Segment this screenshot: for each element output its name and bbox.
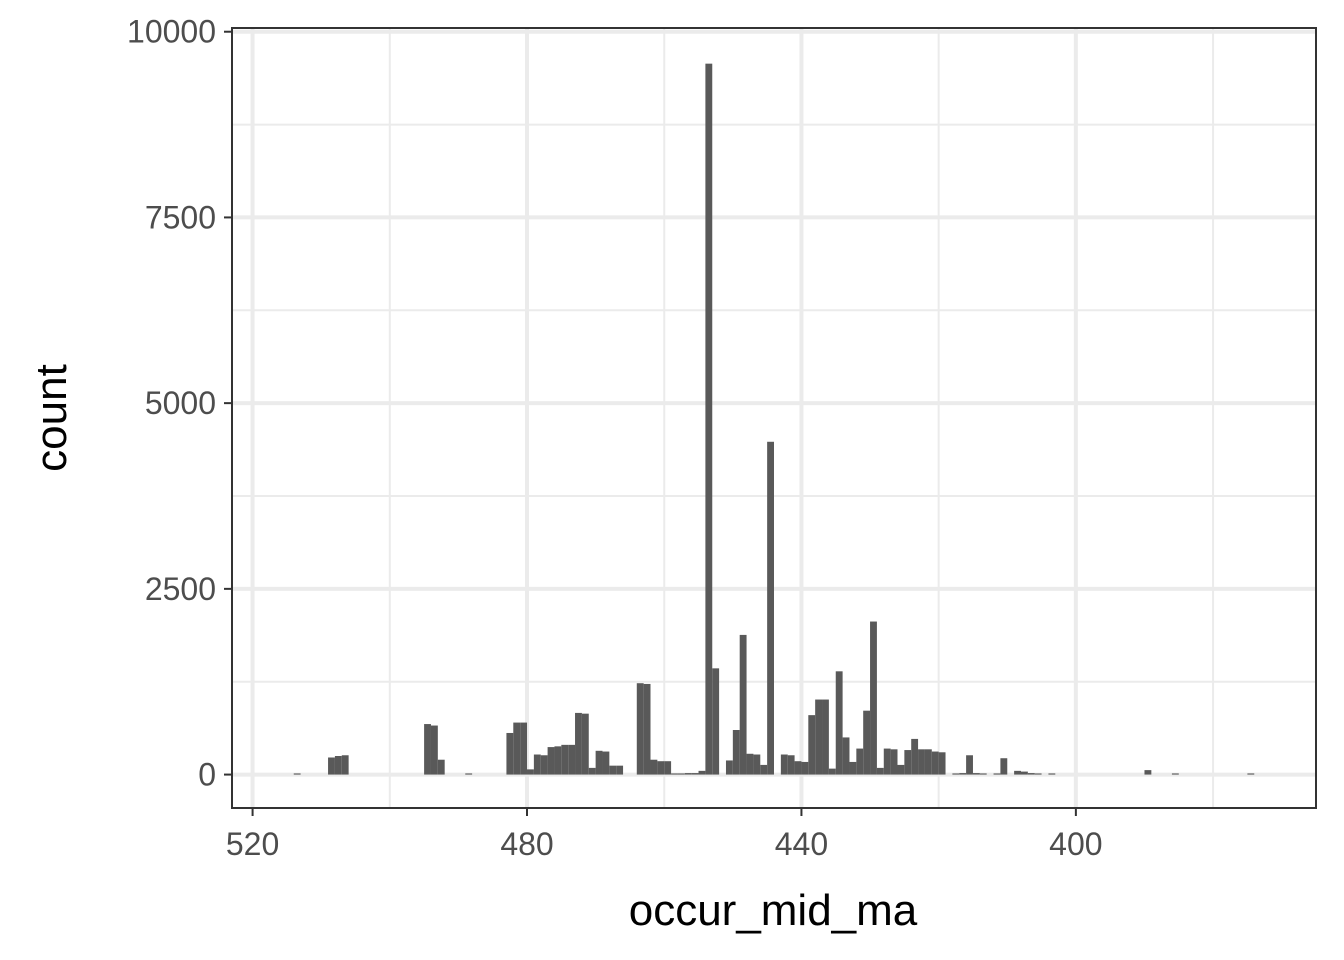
histogram-bar: [430, 725, 438, 775]
histogram-bar: [1171, 773, 1179, 775]
histogram-bar: [684, 773, 692, 775]
y-tick-label: 7500: [145, 199, 216, 235]
histogram-bar: [870, 621, 877, 775]
histogram-bar: [527, 769, 534, 775]
histogram-bar: [911, 738, 919, 775]
histogram-bar: [828, 768, 836, 775]
y-tick-label: 5000: [145, 385, 216, 421]
histogram-bar: [547, 747, 555, 775]
histogram-bar: [959, 773, 967, 775]
histogram-bar: [677, 773, 685, 775]
histogram-bar: [712, 668, 720, 775]
histogram-bar: [760, 764, 768, 775]
y-tick-label: 0: [198, 757, 216, 793]
x-tick-label: 520: [226, 826, 279, 862]
histogram-bar: [1000, 758, 1008, 775]
histogram-bar: [808, 715, 816, 775]
histogram-bar: [890, 749, 898, 775]
x-axis-title: occur_mid_ma: [629, 886, 918, 935]
histogram-bar: [671, 773, 678, 775]
histogram-bar: [856, 748, 864, 775]
histogram-bar: [293, 773, 301, 775]
histogram-bar: [328, 757, 335, 775]
histogram-bar: [664, 761, 672, 775]
histogram-bar: [822, 699, 829, 775]
histogram-bar: [554, 746, 562, 775]
histogram-bar: [636, 683, 644, 775]
histogram-bar: [952, 773, 960, 775]
histogram-bar: [780, 754, 788, 775]
histogram-bar: [1027, 773, 1035, 775]
histogram-bar: [972, 773, 980, 775]
histogram-bar: [835, 671, 843, 775]
histogram-bar: [533, 754, 541, 775]
histogram-bar: [993, 773, 1001, 775]
histogram-bar: [568, 744, 576, 775]
histogram-bar: [746, 753, 754, 775]
histogram-bar: [657, 761, 665, 775]
histogram-bar: [739, 634, 747, 775]
histogram-bar: [334, 756, 342, 775]
histogram-bar: [918, 749, 925, 775]
histogram-bar: [966, 755, 973, 775]
histogram-bar: [520, 722, 528, 775]
histogram-bar: [506, 732, 514, 775]
x-axis: 520 480 440 400: [226, 808, 1103, 862]
histogram-bar: [938, 752, 946, 775]
histogram-bar: [1048, 773, 1056, 775]
histogram-bar: [979, 773, 987, 775]
y-tick-label: 2500: [145, 571, 216, 607]
histogram-bar: [815, 699, 823, 775]
histogram-bar: [753, 754, 761, 775]
histogram-bar: [698, 770, 706, 775]
histogram-bar: [602, 751, 610, 775]
histogram-bar: [863, 710, 871, 775]
histogram-bar: [924, 749, 932, 775]
histogram-bar: [725, 760, 733, 775]
histogram-bar: [581, 713, 589, 775]
histogram-bars: [293, 63, 1255, 775]
x-tick-label: 440: [775, 826, 828, 862]
histogram-bar: [794, 761, 802, 775]
histogram-bar: [801, 761, 809, 775]
histogram-bar: [876, 767, 884, 775]
histogram-bar: [787, 755, 795, 775]
histogram-bar: [732, 730, 740, 775]
histogram-bar: [616, 765, 624, 775]
histogram-bar: [1034, 773, 1042, 775]
histogram-bar: [849, 761, 857, 775]
histogram-bar: [341, 755, 349, 775]
histogram-bar: [1247, 773, 1255, 775]
histogram-bar: [588, 767, 596, 775]
histogram-bar: [931, 751, 939, 775]
y-axis: 0 2500 5000 7500 10000: [127, 14, 232, 793]
histogram-bar: [437, 759, 445, 775]
histogram-bar: [1020, 771, 1028, 775]
histogram-bar: [1144, 770, 1152, 775]
x-tick-label: 400: [1049, 826, 1102, 862]
histogram-bar: [643, 683, 651, 775]
histogram-bar: [609, 765, 617, 775]
histogram-bar: [897, 764, 905, 775]
histogram-bar: [595, 750, 603, 775]
histogram-bar: [513, 722, 521, 775]
plot-border: [231, 27, 1317, 809]
histogram-bar: [424, 724, 431, 775]
histogram-bar: [883, 748, 891, 775]
histogram-bar: [767, 441, 774, 775]
histogram-bar: [842, 737, 850, 775]
histogram-bar: [465, 773, 473, 775]
y-tick-label: 10000: [127, 14, 216, 50]
histogram-bar: [575, 712, 582, 775]
histogram-bar: [705, 63, 713, 775]
histogram-bar: [561, 744, 569, 775]
x-tick-label: 480: [500, 826, 553, 862]
histogram-bar: [650, 759, 658, 775]
histogram-bar: [540, 755, 548, 775]
histogram-bar: [904, 750, 912, 775]
histogram-bar: [691, 773, 699, 775]
y-axis-title: count: [27, 364, 76, 472]
histogram-bar: [1014, 770, 1021, 775]
